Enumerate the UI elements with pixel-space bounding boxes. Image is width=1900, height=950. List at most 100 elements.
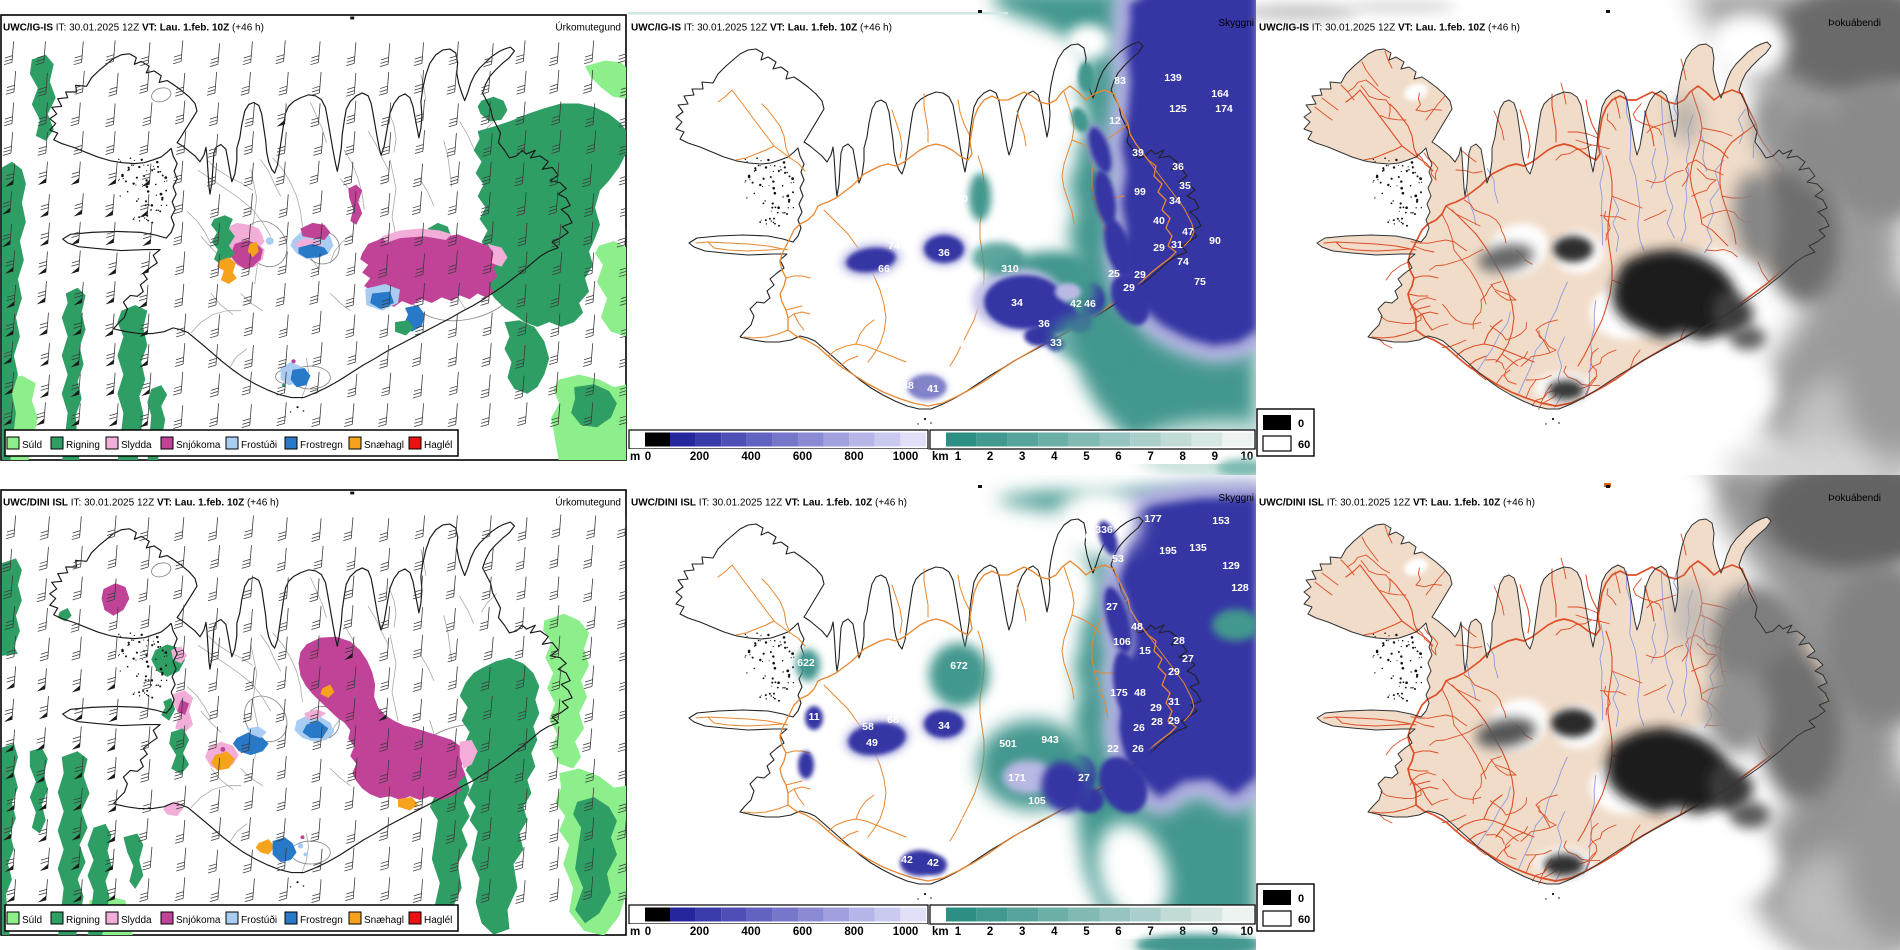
svg-text:622: 622 [797,657,815,669]
svg-text:90: 90 [1209,235,1221,247]
svg-text:31: 31 [1171,239,1183,251]
svg-text:8: 8 [1179,451,1186,463]
svg-text:28: 28 [1151,716,1163,728]
svg-text:58: 58 [996,337,1008,349]
svg-text:74: 74 [888,240,900,252]
svg-text:Úrkomutegund: Úrkomutegund [555,496,621,509]
svg-text:75: 75 [1194,276,1206,288]
svg-text:3: 3 [1019,451,1025,463]
svg-text:800: 800 [844,926,863,938]
svg-text:Haglél: Haglél [424,440,452,451]
svg-text:74: 74 [1177,256,1189,268]
svg-text:175: 175 [1110,687,1128,699]
svg-text:48: 48 [1131,621,1143,633]
svg-text:Frostregn: Frostregn [300,915,343,926]
svg-text:2: 2 [987,926,993,938]
svg-text:171: 171 [1008,772,1026,784]
svg-text:310: 310 [1001,263,1019,275]
svg-text:164: 164 [1211,88,1229,100]
svg-text:8: 8 [1179,926,1186,938]
svg-text:5: 5 [1083,926,1090,938]
svg-text:Slydda: Slydda [121,440,152,451]
svg-text:200: 200 [690,926,709,938]
svg-text:22: 22 [951,810,963,822]
svg-text:100: 100 [977,347,995,359]
svg-text:15: 15 [1139,645,1151,657]
svg-text:Rigning: Rigning [66,915,100,926]
svg-text:2: 2 [987,451,993,463]
svg-text:Úrkomutegund: Úrkomutegund [555,21,621,34]
svg-text:200: 200 [690,451,709,463]
svg-text:26: 26 [1132,743,1144,755]
svg-text:11: 11 [808,711,819,723]
svg-text:51: 51 [977,822,989,834]
svg-text:29: 29 [1168,715,1180,727]
svg-text:4: 4 [1051,451,1058,463]
svg-text:Skyggni: Skyggni [1218,18,1254,29]
svg-text:600: 600 [793,451,812,463]
svg-text:41: 41 [927,383,939,395]
svg-text:600: 600 [793,926,812,938]
svg-text:km: km [932,451,949,463]
svg-text:1000: 1000 [893,926,919,938]
svg-text:29: 29 [1168,666,1180,678]
svg-text:29: 29 [1153,242,1165,254]
svg-text:29: 29 [1150,702,1162,714]
svg-text:0: 0 [1298,418,1304,430]
svg-text:128: 128 [1231,582,1249,594]
svg-text:Þokuábendi: Þokuábendi [1828,18,1881,29]
svg-text:9: 9 [1212,926,1218,938]
svg-text:60: 60 [1298,914,1310,926]
svg-text:501: 501 [999,738,1017,750]
svg-text:153: 153 [1212,515,1230,527]
svg-text:12: 12 [1109,115,1121,127]
svg-text:20: 20 [956,193,968,205]
svg-text:34: 34 [1169,195,1181,207]
svg-text:4: 4 [1051,926,1058,938]
svg-text:135: 135 [1189,542,1207,554]
svg-text:UWC/DINI ISL IT: 30.01.2025 12: UWC/DINI ISL IT: 30.01.2025 12Z VT: Lau.… [3,498,279,509]
svg-text:34: 34 [1011,297,1023,309]
svg-text:46: 46 [1084,298,1096,310]
svg-text:Skyggni: Skyggni [1218,493,1254,504]
svg-text:195: 195 [1159,545,1177,557]
svg-text:Frostúði: Frostúði [241,439,277,451]
svg-text:22: 22 [1107,743,1119,755]
svg-text:129: 129 [1222,560,1240,572]
svg-text:25: 25 [1108,268,1120,280]
svg-text:943: 943 [1041,734,1059,746]
svg-text:6: 6 [1115,451,1121,463]
svg-text:58: 58 [862,721,874,733]
svg-text:83: 83 [1114,75,1126,87]
svg-text:60: 60 [1298,439,1310,451]
svg-text:35: 35 [1179,180,1191,192]
svg-text:Súld: Súld [22,440,42,451]
svg-text:99: 99 [1134,186,1146,198]
svg-text:UWC/IG-IS IT: 30.01.2025 12Z V: UWC/IG-IS IT: 30.01.2025 12Z VT: Lau. 1.… [3,23,264,34]
svg-text:Slydda: Slydda [121,915,152,926]
svg-text:139: 139 [1164,72,1182,84]
svg-text:Súld: Súld [22,915,42,926]
svg-text:40: 40 [1153,215,1165,227]
svg-text:27: 27 [1182,653,1194,665]
svg-text:33: 33 [1050,337,1062,349]
svg-text:42: 42 [927,857,939,869]
svg-text:400: 400 [741,926,760,938]
svg-text:UWC/IG-IS IT: 30.01.2025 12Z V: UWC/IG-IS IT: 30.01.2025 12Z VT: Lau. 1.… [631,23,892,34]
svg-text:m: m [630,451,640,463]
svg-text:Þokuábendi: Þokuábendi [1828,493,1881,504]
svg-text:34: 34 [938,720,950,732]
svg-text:5: 5 [1083,451,1090,463]
svg-text:7: 7 [1147,926,1153,938]
svg-text:53: 53 [1112,553,1124,565]
svg-text:336: 336 [1073,531,1091,543]
svg-text:UWC/DINI ISL IT: 30.01.2025 12: UWC/DINI ISL IT: 30.01.2025 12Z VT: Lau.… [631,498,907,509]
svg-text:125: 125 [1169,103,1187,115]
svg-text:39: 39 [1132,147,1144,159]
svg-text:106: 106 [1113,636,1131,648]
svg-text:Frostúði: Frostúði [241,914,277,926]
svg-text:400: 400 [741,451,760,463]
svg-text:105: 105 [1028,795,1046,807]
svg-text:42: 42 [1070,298,1082,310]
svg-text:1: 1 [955,926,962,938]
